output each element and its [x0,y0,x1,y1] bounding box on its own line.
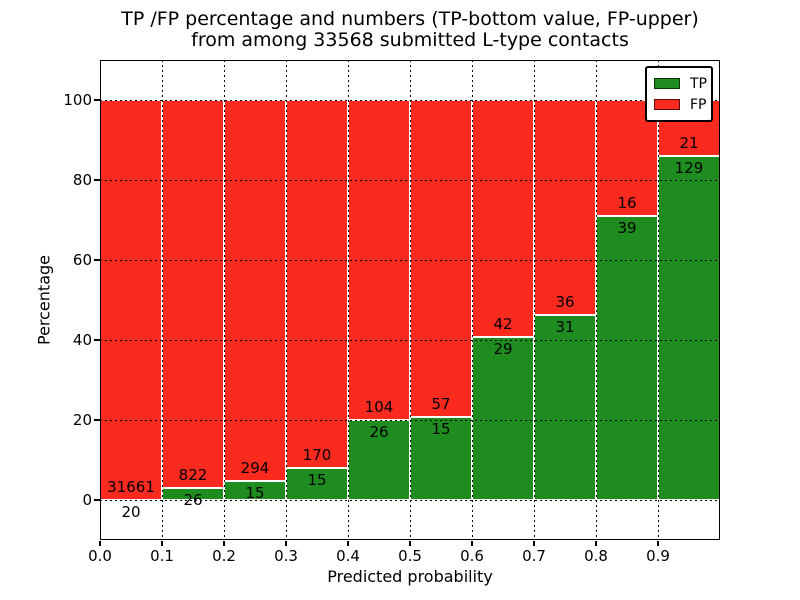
y-tick-label: 80 [72,171,92,189]
bar-tp-segment [286,467,348,500]
x-tick [347,541,349,546]
bar-fp-segment [596,100,658,217]
v-gridline [533,60,535,540]
x-tick-label: 0.6 [460,547,484,565]
x-tick [285,541,287,546]
legend-item-fp: FP [654,94,711,115]
x-tick [161,541,163,546]
bar-tp-segment [410,416,472,500]
bar-fp-segment [534,100,596,315]
x-tick-label: 0.2 [212,547,236,565]
h-gridline [100,499,720,501]
plot-area: 31661 20 822 26 294 15 170 15 104 26 57 15 42 29 36 31 1… [100,60,720,540]
bar-fp-segment [162,100,224,488]
x-tick-label: 0.1 [150,547,174,565]
x-tick [409,541,411,546]
legend: TP FP [645,66,713,122]
bar-tp-segment [534,314,596,500]
x-tick-label: 0.5 [398,547,422,565]
legend-item-tp: TP [654,73,711,94]
fp-legend-swatch [654,99,680,110]
tp-count-label: 20 [121,502,141,521]
h-gridline [100,419,720,421]
bar-tp-segment [658,156,720,500]
tp-legend-label: TP [690,75,707,92]
v-gridline [471,60,473,540]
y-tick-label: 40 [72,331,92,349]
fp-legend-label: FP [690,96,707,113]
bar-fp-segment [410,100,472,417]
y-tick [94,339,100,341]
v-gridline [657,60,659,540]
y-tick-label: 20 [72,411,92,429]
tp-legend-swatch [654,78,680,89]
v-gridline [347,60,349,540]
x-tick [223,541,225,546]
x-tick-label: 0.0 [88,547,112,565]
chart-title-line1: TP /FP percentage and numbers (TP-bottom… [121,8,699,30]
chart-title: TP /FP percentage and numbers (TP-bottom… [100,9,720,51]
x-tick-label: 0.3 [274,547,298,565]
x-tick [657,541,659,546]
bar-fp-segment [224,100,286,481]
x-tick-label: 0.7 [522,547,546,565]
y-tick [94,419,100,421]
x-tick-label: 0.4 [336,547,360,565]
h-gridline [100,259,720,261]
y-tick-label: 60 [72,251,92,269]
bar-fp-segment [286,100,348,468]
y-tick [94,99,100,101]
y-tick [94,179,100,181]
v-gridline [595,60,597,540]
y-tick-label: 0 [82,491,92,509]
x-tick-label: 0.9 [646,547,670,565]
y-tick-label: 100 [63,91,92,109]
x-axis-label: Predicted probability [327,567,493,586]
bar-fp-segment [100,100,162,500]
x-tick [471,541,473,546]
v-gridline [285,60,287,540]
bar-tp-segment [162,487,224,500]
bar-tp-segment [348,420,410,500]
x-tick-label: 0.8 [584,547,608,565]
bar-tp-segment [596,216,658,500]
bar-fp-segment [472,100,534,337]
bar-tp-segment [472,336,534,500]
y-tick [94,259,100,261]
bar-tp-segment [224,480,286,500]
x-tick [595,541,597,546]
y-tick [94,499,100,501]
v-gridline [409,60,411,540]
v-gridline [161,60,163,540]
x-tick [533,541,535,546]
v-gridline [223,60,225,540]
h-gridline [100,339,720,341]
chart-title-line2: from among 33568 submitted L-type contac… [191,29,629,51]
h-gridline [100,99,720,101]
h-gridline [100,179,720,181]
y-axis-label: Percentage [34,254,54,346]
x-tick [99,541,101,546]
